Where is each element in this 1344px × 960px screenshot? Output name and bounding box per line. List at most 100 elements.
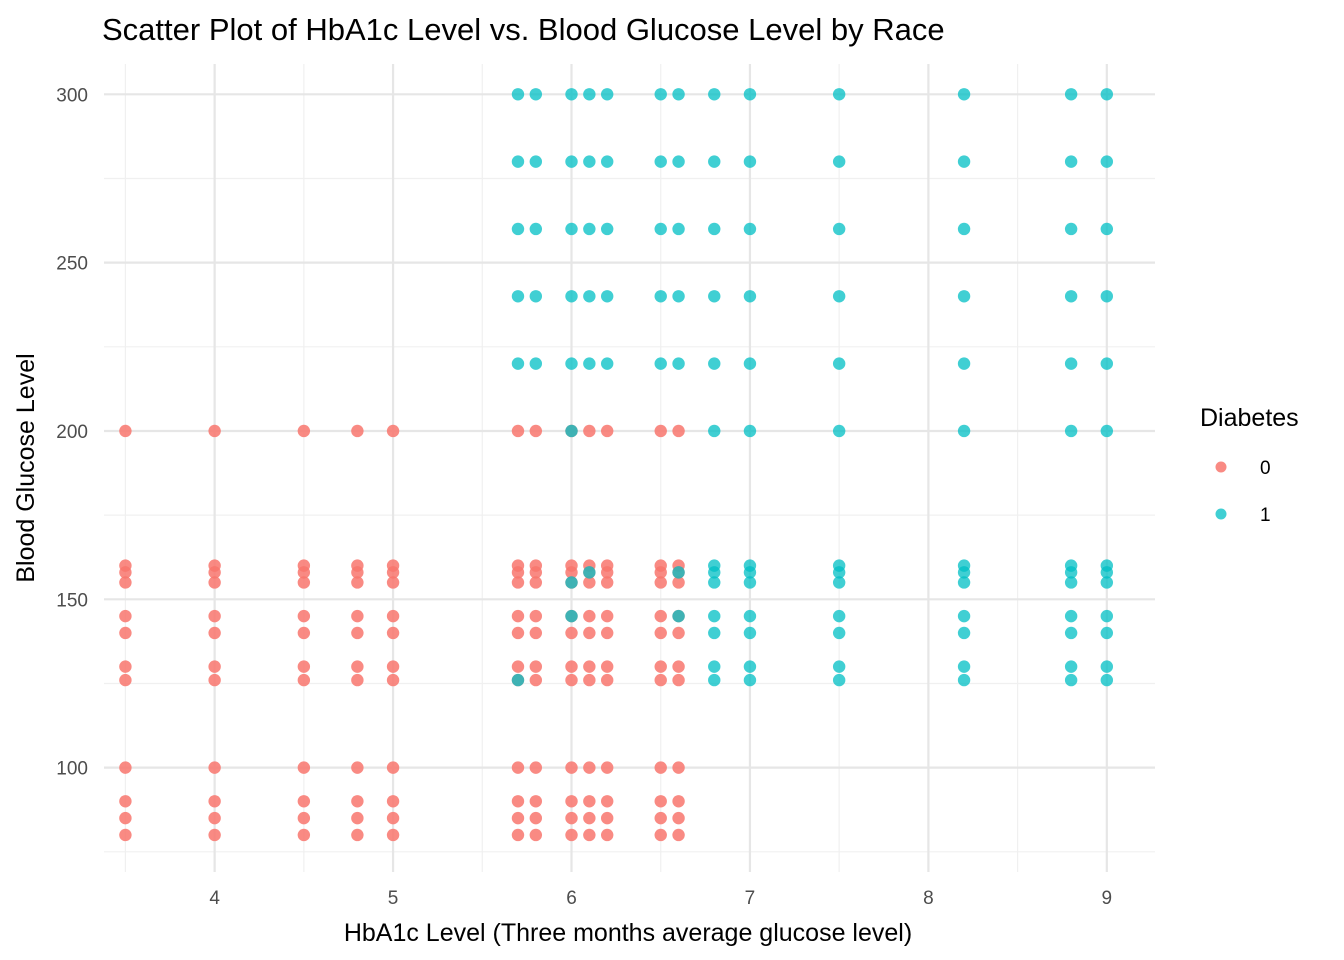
data-point-diabetes-1	[1064, 290, 1078, 303]
y-tick-label: 250	[56, 254, 88, 275]
data-point-diabetes-0	[583, 673, 596, 687]
data-point-diabetes-0	[565, 761, 578, 774]
y-tick-label: 200	[56, 422, 88, 443]
data-point-diabetes-0	[529, 660, 543, 673]
data-point-diabetes-0	[654, 828, 667, 842]
data-point-diabetes-1	[957, 222, 971, 236]
data-point-diabetes-0	[119, 424, 132, 438]
data-point-diabetes-1	[743, 357, 757, 370]
data-point-diabetes-1	[565, 88, 578, 101]
data-point-diabetes-1	[708, 673, 721, 687]
data-point-diabetes-1	[1064, 357, 1078, 370]
data-point-diabetes-0	[583, 576, 596, 589]
data-point-diabetes-0	[351, 673, 364, 687]
data-point-diabetes-0	[386, 576, 400, 589]
data-point-diabetes-1	[743, 576, 757, 589]
data-point-diabetes-0	[119, 609, 132, 623]
y-tick-label: 150	[56, 590, 88, 611]
data-point-diabetes-0	[583, 811, 596, 825]
data-point-diabetes-1	[672, 88, 685, 101]
data-point-diabetes-1	[708, 88, 721, 101]
data-point-diabetes-0	[529, 673, 543, 687]
data-point-diabetes-0	[297, 626, 311, 640]
data-point-diabetes-0	[600, 828, 614, 842]
legend-label-0: 0	[1260, 458, 1271, 479]
data-point-diabetes-0	[583, 626, 596, 640]
data-point-diabetes-0	[351, 828, 364, 842]
data-point-diabetes-1	[1100, 673, 1114, 687]
data-point-diabetes-0	[119, 795, 132, 808]
data-point-diabetes-1	[511, 290, 525, 303]
data-point-diabetes-1	[511, 222, 525, 236]
data-point-diabetes-1	[743, 660, 757, 673]
data-point-diabetes-0	[565, 795, 578, 808]
data-point-diabetes-0	[208, 424, 221, 438]
data-point-diabetes-1	[1100, 559, 1114, 572]
data-point-diabetes-1	[957, 576, 971, 589]
data-point-diabetes-1	[832, 673, 846, 687]
data-point-diabetes-1	[708, 660, 721, 673]
data-point-diabetes-0	[208, 673, 221, 687]
data-point-diabetes-0	[529, 576, 543, 589]
data-point-diabetes-1	[529, 357, 543, 370]
data-point-diabetes-1	[708, 576, 721, 589]
data-point-diabetes-0	[351, 811, 364, 825]
data-point-diabetes-1	[743, 155, 757, 168]
data-point-diabetes-0	[386, 660, 400, 673]
data-point-diabetes-1	[565, 609, 578, 623]
data-point-diabetes-0	[351, 795, 364, 808]
data-point-diabetes-0	[583, 660, 596, 673]
data-point-diabetes-0	[297, 673, 311, 687]
data-point-diabetes-1	[957, 357, 971, 370]
data-point-diabetes-0	[208, 811, 221, 825]
data-point-diabetes-0	[583, 609, 596, 623]
data-point-diabetes-1	[583, 357, 596, 370]
data-point-diabetes-1	[743, 559, 757, 572]
data-point-diabetes-1	[743, 673, 757, 687]
data-point-diabetes-0	[119, 576, 132, 589]
data-point-diabetes-0	[511, 609, 525, 623]
data-point-diabetes-0	[511, 576, 525, 589]
y-axis-ticks: 100 150 200 250 300	[56, 85, 88, 779]
data-point-diabetes-1	[529, 222, 543, 236]
data-point-diabetes-0	[529, 626, 543, 640]
data-point-diabetes-1	[957, 559, 971, 572]
data-point-diabetes-0	[297, 576, 311, 589]
data-point-diabetes-0	[351, 576, 364, 589]
data-point-diabetes-0	[208, 660, 221, 673]
data-point-diabetes-1	[1100, 155, 1114, 168]
data-point-diabetes-0	[351, 660, 364, 673]
data-point-diabetes-0	[386, 424, 400, 438]
data-point-diabetes-0	[672, 761, 685, 774]
data-point-diabetes-0	[208, 828, 221, 842]
data-point-diabetes-0	[511, 559, 525, 572]
data-point-diabetes-1	[1064, 559, 1078, 572]
data-point-diabetes-0	[600, 811, 614, 825]
data-point-diabetes-1	[1100, 88, 1114, 101]
data-point-diabetes-0	[672, 828, 685, 842]
chart-title: Scatter Plot of HbA1c Level vs. Blood Gl…	[102, 12, 945, 47]
data-point-diabetes-1	[600, 357, 614, 370]
data-point-diabetes-0	[583, 795, 596, 808]
data-point-diabetes-1	[600, 222, 614, 236]
data-point-diabetes-0	[600, 559, 614, 572]
data-point-diabetes-0	[565, 673, 578, 687]
data-point-diabetes-0	[565, 660, 578, 673]
data-point-diabetes-1	[957, 155, 971, 168]
data-point-diabetes-0	[600, 576, 614, 589]
data-point-diabetes-1	[511, 357, 525, 370]
data-point-diabetes-1	[529, 88, 543, 101]
data-point-diabetes-1	[565, 424, 578, 438]
data-point-diabetes-0	[297, 609, 311, 623]
x-tick-label: 6	[566, 888, 577, 909]
data-point-diabetes-0	[351, 424, 364, 438]
data-point-diabetes-1	[654, 155, 667, 168]
data-point-diabetes-0	[208, 795, 221, 808]
data-point-diabetes-1	[1100, 660, 1114, 673]
data-point-diabetes-0	[511, 424, 525, 438]
data-point-diabetes-1	[1064, 626, 1078, 640]
data-point-diabetes-0	[654, 660, 667, 673]
data-point-diabetes-0	[654, 626, 667, 640]
legend-key-0	[1215, 461, 1227, 473]
